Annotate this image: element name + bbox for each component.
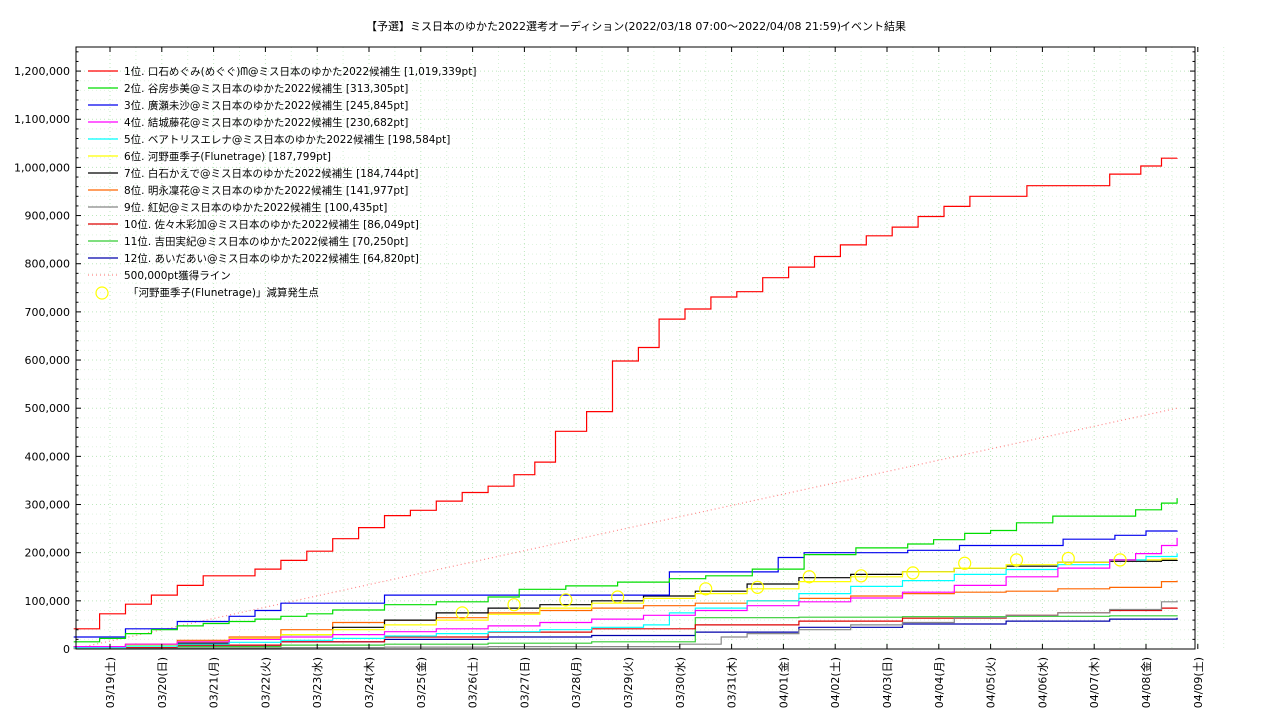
- legend-label: 12位. あいだあい@ミス日本のゆかた2022候補生 [64,820pt]: [124, 252, 419, 265]
- legend-label: 1位. 口石めぐみ(めぐぐ)ᗰ@ミス日本のゆかた2022候補生 [1,019,3…: [124, 65, 476, 78]
- legend-label: 4位. 結城藤花@ミス日本のゆかた2022候補生 [230,682pt]: [124, 116, 408, 129]
- legend-label: 8位. 明永凜花@ミス日本のゆかた2022候補生 [141,977pt]: [124, 184, 408, 197]
- y-tick-label: 500,000: [25, 402, 71, 415]
- decrease-marker: [455, 606, 469, 620]
- legend-label: 2位. 谷房歩美@ミス日本のゆかた2022候補生 [313,305pt]: [124, 82, 408, 95]
- reference-line-layer: [73, 407, 1178, 650]
- legend-label: 5位. ベアトリスエレナ@ミス日本のゆかた2022候補生 [198,584pt]: [124, 133, 450, 146]
- chart-subtitle: イベント結果: [840, 19, 906, 33]
- legend-label: 500,000pt獲得ライン: [124, 269, 231, 282]
- decrease-marker: [1061, 551, 1075, 566]
- x-tick-label: 03/31(木): [726, 657, 739, 708]
- x-tick-label: 04/03(日): [881, 657, 894, 708]
- x-tick-label: 03/24(木): [363, 657, 376, 708]
- legend-label: 3位. 廣瀬未沙@ミス日本のゆかた2022候補生 [245,845pt]: [124, 99, 408, 112]
- decrease-marker: [611, 590, 625, 604]
- x-tick-label: 03/22(火): [259, 657, 272, 708]
- legend-label: 7位. 白石かえで@ミス日本のゆかた2022候補生 [184,744pt]: [124, 167, 419, 180]
- decrease-markers: [455, 551, 1127, 620]
- grid: [76, 47, 1225, 650]
- axes: 0 100,000 200,000 300,000 400,000 500,000 600,…: [14, 47, 1205, 708]
- x-tick-label: 04/09(土): [1192, 657, 1205, 708]
- series-layer: [73, 157, 1178, 650]
- decrease-marker: [906, 566, 920, 580]
- legend-label: 9位. 紅妃@ミス日本のゆかた2022候補生 [100,435pt]: [124, 201, 387, 214]
- x-tick-label: 03/26(土): [467, 657, 480, 708]
- decrease-marker: [750, 580, 765, 594]
- x-tick-label: 04/04(月): [933, 657, 946, 708]
- plot-frame: [75, 46, 1196, 650]
- x-tick-label: 03/29(火): [622, 657, 635, 708]
- x-tick-label: 04/06(水): [1036, 657, 1049, 708]
- series-line-5: [73, 553, 1178, 649]
- decrease-marker: [1009, 553, 1024, 567]
- y-tick-label: 0: [63, 643, 70, 656]
- y-tick-label: 1,200,000: [14, 65, 70, 78]
- decrease-marker: [559, 593, 573, 607]
- x-tick-label: 04/01(金): [776, 657, 790, 708]
- decrease-marker: [802, 570, 816, 584]
- decrease-marker: [1113, 553, 1127, 567]
- legend-label: 「河野亜季子(Flunetrage)」減算発生点: [128, 286, 319, 299]
- series-line-9: [73, 600, 1178, 650]
- y-tick-label: 300,000: [25, 499, 71, 512]
- chart-title: 【予選】ミス日本のゆかた2022選考オーディション(2022/03/18 07:…: [366, 19, 841, 33]
- x-tick-label: 04/05(火): [985, 657, 998, 708]
- x-tick-label: 03/20(日): [156, 657, 169, 708]
- decrease-marker: [854, 569, 868, 583]
- x-tick-label: 04/08(金): [1139, 657, 1153, 708]
- series-line-2: [73, 498, 1178, 643]
- decrease-marker: [958, 556, 972, 570]
- y-tick-label: 1,100,000: [14, 113, 70, 126]
- series-line-1: [73, 157, 1178, 630]
- x-tick-label: 03/27(日): [518, 657, 531, 708]
- series-line-3: [73, 530, 1178, 638]
- decrease-marker: [699, 582, 713, 596]
- legend-label: 11位. 吉田実紀@ミス日本のゆかた2022候補生 [70,250pt]: [124, 235, 408, 248]
- decrease-marker: [507, 598, 521, 612]
- x-tick-label: 03/23(水): [311, 657, 324, 708]
- x-tick-label: 03/19(土): [104, 657, 117, 708]
- x-tick-label: 03/28(月): [570, 657, 583, 708]
- y-tick-label: 400,000: [25, 450, 71, 463]
- y-tick-label: 700,000: [25, 306, 71, 319]
- x-tick-label: 03/25(金): [414, 657, 428, 708]
- legend-swatch: [95, 286, 109, 300]
- x-tick-label: 03/21(月): [208, 657, 221, 708]
- y-tick-label: 900,000: [25, 210, 71, 223]
- y-tick-label: 1,000,000: [14, 161, 70, 174]
- x-tick-label: 04/07(木): [1088, 657, 1101, 708]
- series-line-8: [73, 580, 1178, 648]
- legend: 1位. 口石めぐみ(めぐぐ)ᗰ@ミス日本のゆかた2022候補生 [1,019,3…: [88, 65, 476, 300]
- y-tick-label: 600,000: [25, 354, 71, 367]
- y-tick-label: 200,000: [25, 547, 71, 560]
- y-tick-label: 800,000: [25, 258, 71, 271]
- series-line-4: [73, 537, 1178, 648]
- reference-line: [73, 407, 1178, 650]
- x-tick-label: 03/30(水): [674, 657, 687, 708]
- x-tick-label: 04/02(土): [829, 657, 842, 708]
- legend-label: 6位. 河野亜季子(Flunetrage) [187,799pt]: [124, 150, 331, 163]
- y-tick-label: 100,000: [25, 595, 71, 608]
- legend-label: 10位. 佐々木彩加@ミス日本のゆかた2022候補生 [86,049pt]: [124, 218, 419, 231]
